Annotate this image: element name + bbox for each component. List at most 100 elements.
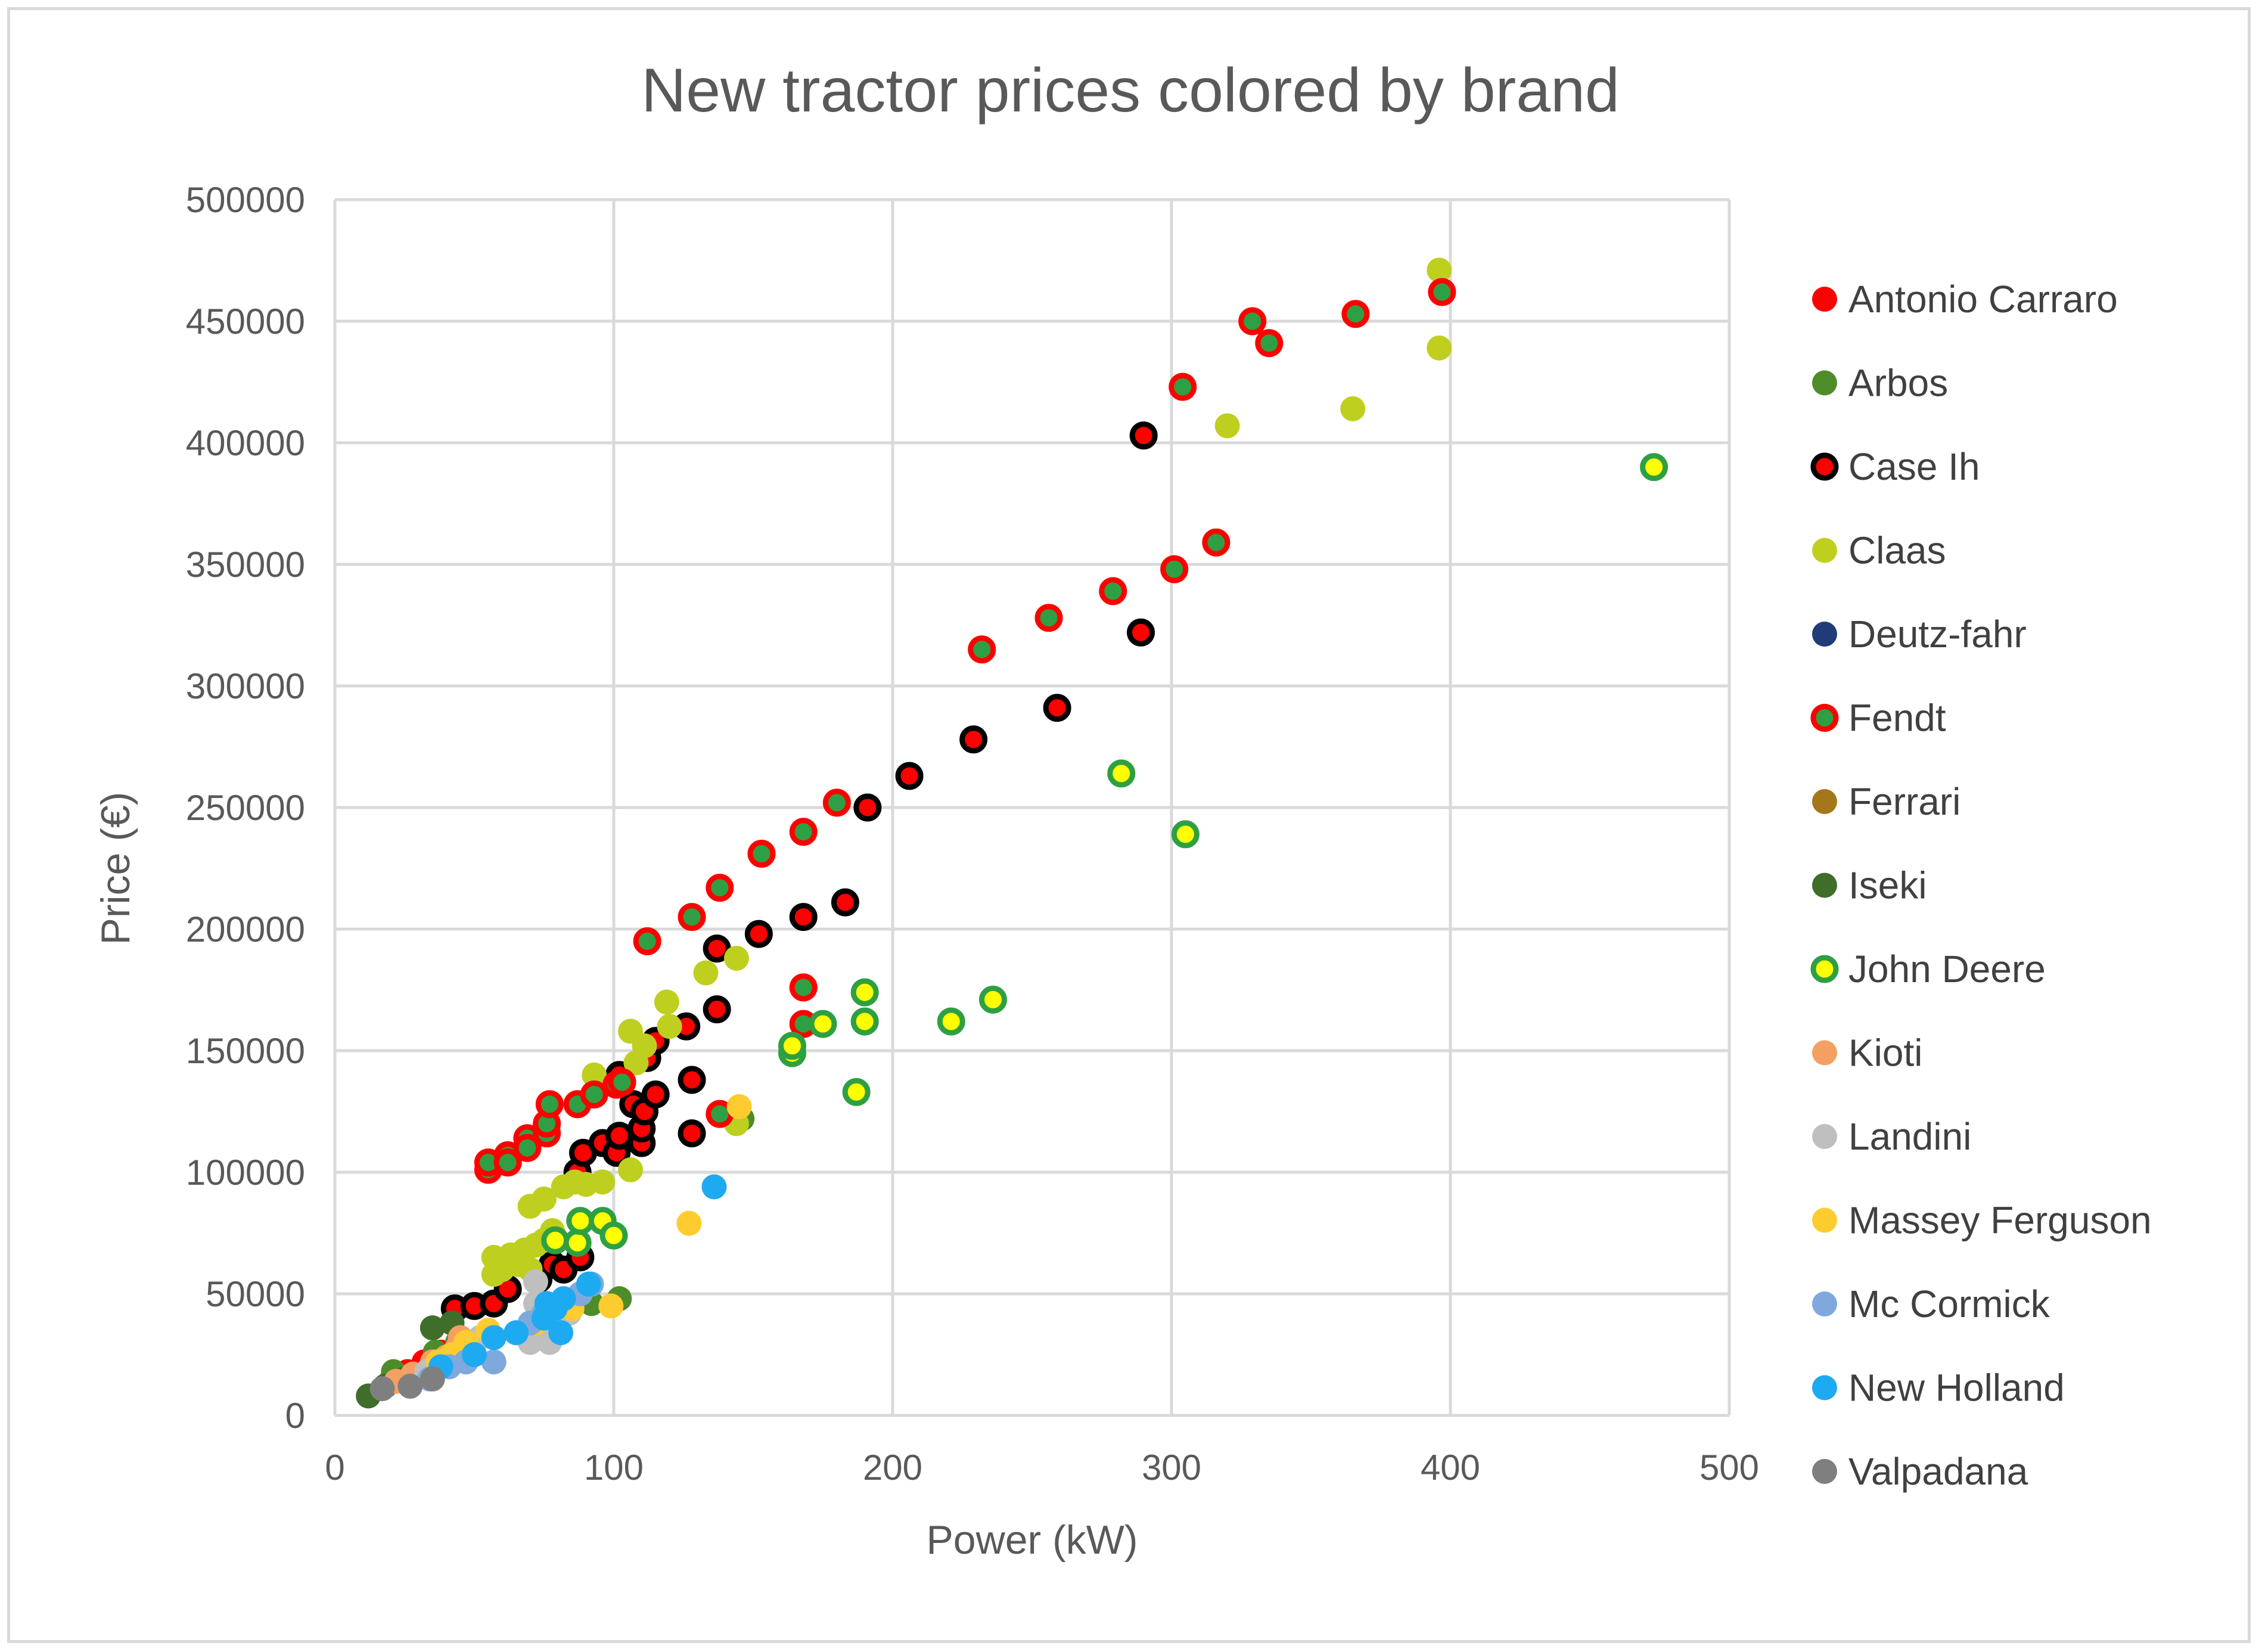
legend-label: Ferrari	[1848, 780, 1960, 823]
data-point	[654, 989, 679, 1015]
legend-label: John Deere	[1848, 948, 2046, 990]
data-point	[978, 985, 1007, 1014]
legend-item: Claas	[1812, 529, 1946, 572]
data-point	[605, 1122, 633, 1150]
y-tick-label: 300000	[186, 666, 305, 706]
data-point	[608, 1068, 636, 1097]
x-tick-label: 300	[1142, 1448, 1201, 1488]
legend-label: Landini	[1848, 1115, 1971, 1158]
legend-marker	[1812, 1459, 1837, 1484]
data-point	[1341, 300, 1370, 328]
data-point	[551, 1286, 576, 1312]
data-point	[723, 945, 749, 971]
data-point	[706, 874, 734, 902]
legend-marker	[1812, 1207, 1837, 1233]
data-point	[513, 1134, 542, 1162]
data-point	[747, 840, 776, 868]
y-tick-label: 250000	[186, 788, 305, 828]
data-point	[566, 1207, 595, 1235]
legend-label: Mc Cormick	[1848, 1283, 2050, 1325]
legend-marker	[1812, 622, 1837, 647]
data-point	[1127, 618, 1155, 647]
legend-item: Fendt	[1810, 697, 1946, 740]
legend-marker	[1810, 452, 1839, 481]
data-point	[789, 818, 818, 846]
data-point	[703, 995, 731, 1024]
data-point	[895, 762, 924, 790]
legend-marker	[1812, 789, 1837, 814]
series-fendt	[474, 278, 1456, 1184]
legend-marker	[1812, 1124, 1837, 1149]
data-point	[809, 1010, 837, 1038]
data-point	[1238, 307, 1267, 336]
data-point	[850, 978, 879, 1007]
data-point	[1107, 759, 1136, 788]
data-point	[789, 973, 818, 1002]
data-point	[1129, 421, 1158, 450]
data-point	[504, 1320, 529, 1346]
legend-marker	[1812, 287, 1837, 312]
data-point	[1255, 329, 1284, 358]
y-tick-label: 0	[285, 1396, 305, 1436]
legend-label: Arbos	[1848, 362, 1948, 405]
data-point	[678, 1119, 706, 1148]
legend-label: Case Ih	[1848, 445, 1980, 488]
x-tick-label: 200	[863, 1448, 922, 1488]
data-point	[693, 960, 719, 986]
data-point	[744, 920, 773, 948]
data-point	[481, 1325, 507, 1350]
y-tick-label: 100000	[186, 1153, 305, 1193]
legend-label: Iseki	[1848, 864, 1927, 907]
data-point	[676, 1210, 702, 1236]
y-tick-label: 400000	[186, 423, 305, 463]
legend-label: Fendt	[1848, 697, 1946, 740]
series-case-ih	[440, 421, 1158, 1322]
data-point	[937, 1007, 965, 1036]
legend-marker	[1812, 1375, 1837, 1401]
legend-item: Massey Ferguson	[1812, 1199, 2152, 1242]
legend-label: New Holland	[1848, 1367, 2065, 1409]
data-point	[397, 1374, 423, 1399]
data-point	[1640, 453, 1668, 482]
series-john-deere	[541, 453, 1668, 1257]
data-point	[535, 1090, 564, 1119]
legend: Antonio Carraro Arbos Case Ih Claas Deutz-fa…	[1810, 278, 2152, 1493]
data-point	[853, 793, 882, 822]
legend-item: Deutz-fahr	[1812, 613, 2027, 656]
legend-marker	[1812, 370, 1837, 396]
x-tick-label: 500	[1699, 1448, 1759, 1488]
legend-marker	[1810, 704, 1839, 732]
y-tick-label: 50000	[206, 1274, 305, 1314]
y-axis-title: Price (€)	[93, 792, 138, 945]
data-point	[1171, 820, 1200, 849]
data-point	[1160, 555, 1189, 583]
data-point	[701, 1174, 727, 1200]
data-point	[1428, 278, 1456, 306]
legend-item: Landini	[1812, 1115, 1971, 1158]
data-point	[822, 788, 851, 817]
scatter-points	[356, 257, 1668, 1409]
legend-item: Kioti	[1812, 1032, 1923, 1075]
data-point	[1202, 528, 1231, 557]
data-point	[632, 1033, 657, 1058]
data-point	[641, 1080, 670, 1108]
y-tick-label: 350000	[186, 545, 305, 585]
legend-label: Claas	[1848, 529, 1946, 572]
x-tick-label: 100	[584, 1448, 644, 1488]
legend-marker	[1812, 872, 1837, 898]
legend-item: Arbos	[1812, 362, 1948, 405]
data-point	[1043, 694, 1071, 722]
y-tick-label: 450000	[186, 302, 305, 341]
x-tick-label: 400	[1421, 1448, 1480, 1488]
data-point	[831, 888, 859, 917]
data-point	[563, 1228, 592, 1257]
data-point	[493, 1148, 522, 1177]
series-new-holland	[428, 1174, 727, 1380]
y-axis-ticks: 0 50000 100000 150000 200000 250000 300000 3500…	[186, 180, 305, 1436]
data-point	[618, 1157, 644, 1182]
legend-item: Iseki	[1812, 864, 1927, 907]
legend-item: New Holland	[1812, 1367, 2065, 1409]
data-point	[523, 1269, 548, 1294]
data-point	[598, 1293, 624, 1319]
x-axis-title: Power (kW)	[926, 1517, 1138, 1563]
